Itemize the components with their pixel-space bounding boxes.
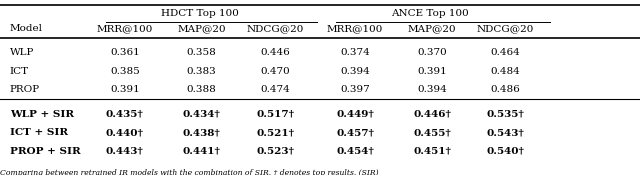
Text: 0.517†: 0.517†: [256, 110, 294, 119]
Text: ANCE Top 100: ANCE Top 100: [391, 9, 469, 18]
Text: MRR@100: MRR@100: [97, 24, 153, 33]
Text: NDCG@20: NDCG@20: [246, 24, 304, 33]
Text: 0.391: 0.391: [417, 67, 447, 76]
Text: 0.440†: 0.440†: [106, 128, 144, 137]
Text: NDCG@20: NDCG@20: [477, 24, 534, 33]
Text: 0.383: 0.383: [187, 67, 216, 76]
Text: WLP + SIR: WLP + SIR: [10, 110, 74, 119]
Text: 0.455†: 0.455†: [413, 128, 451, 137]
Text: 0.394: 0.394: [340, 67, 370, 76]
Text: 0.451†: 0.451†: [413, 147, 451, 156]
Text: 0.397: 0.397: [340, 85, 370, 94]
Text: Model: Model: [10, 24, 43, 33]
Text: 0.441†: 0.441†: [182, 147, 221, 156]
Text: MRR@100: MRR@100: [327, 24, 383, 33]
Text: 0.523†: 0.523†: [256, 147, 294, 156]
Text: 0.435†: 0.435†: [106, 110, 144, 119]
Text: 0.543†: 0.543†: [486, 128, 525, 137]
Text: 0.470: 0.470: [260, 67, 290, 76]
Text: PROP + SIR: PROP + SIR: [10, 147, 81, 156]
Text: WLP: WLP: [10, 48, 34, 57]
Text: 0.484: 0.484: [491, 67, 520, 76]
Text: 0.391: 0.391: [110, 85, 140, 94]
Text: Comparing between retrained IR models with the combination of SIR. † denotes top: Comparing between retrained IR models wi…: [0, 169, 379, 175]
Text: 0.438†: 0.438†: [182, 128, 221, 137]
Text: 0.443†: 0.443†: [106, 147, 144, 156]
Text: 0.446: 0.446: [260, 48, 290, 57]
Text: 0.385: 0.385: [110, 67, 140, 76]
Text: MAP@20: MAP@20: [177, 24, 226, 33]
Text: 0.535†: 0.535†: [486, 110, 525, 119]
Text: 0.374: 0.374: [340, 48, 370, 57]
Text: 0.388: 0.388: [187, 85, 216, 94]
Text: 0.474: 0.474: [260, 85, 290, 94]
Text: 0.540†: 0.540†: [486, 147, 525, 156]
Text: 0.464: 0.464: [491, 48, 520, 57]
Text: PROP: PROP: [10, 85, 40, 94]
Text: ICT + SIR: ICT + SIR: [10, 128, 68, 137]
Text: 0.394: 0.394: [417, 85, 447, 94]
Text: 0.454†: 0.454†: [336, 147, 374, 156]
Text: MAP@20: MAP@20: [408, 24, 456, 33]
Text: 0.358: 0.358: [187, 48, 216, 57]
Text: 0.446†: 0.446†: [413, 110, 451, 119]
Text: 0.361: 0.361: [110, 48, 140, 57]
Text: 0.370: 0.370: [417, 48, 447, 57]
Text: HDCT Top 100: HDCT Top 100: [161, 9, 239, 18]
Text: 0.434†: 0.434†: [182, 110, 221, 119]
Text: 0.521†: 0.521†: [256, 128, 294, 137]
Text: 0.486: 0.486: [491, 85, 520, 94]
Text: ICT: ICT: [10, 67, 29, 76]
Text: 0.457†: 0.457†: [336, 128, 374, 137]
Text: 0.449†: 0.449†: [336, 110, 374, 119]
